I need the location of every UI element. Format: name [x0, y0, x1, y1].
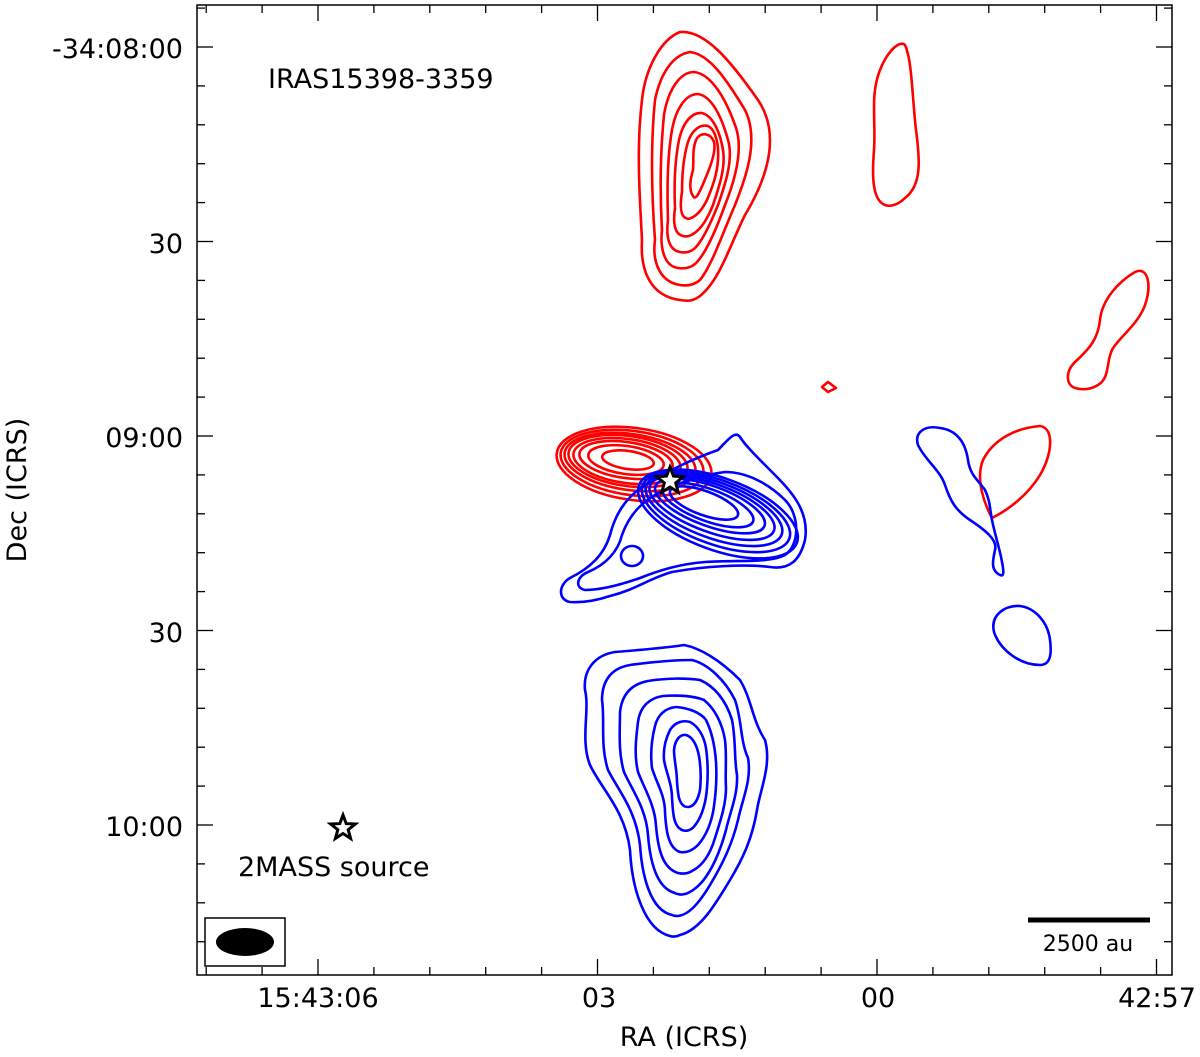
blue-contour — [668, 485, 740, 521]
blue-contour — [653, 477, 767, 535]
blue-contour — [992, 604, 1052, 667]
red-contours — [555, 30, 1150, 520]
blue-contour — [648, 474, 776, 542]
red-contour — [637, 30, 772, 303]
red-contour — [679, 124, 720, 221]
red-contour — [600, 449, 656, 471]
red-contour — [978, 424, 1052, 520]
blue-contour — [576, 470, 798, 592]
x-axis-label: RA (ICRS) — [620, 1022, 749, 1053]
blue-contour — [636, 468, 800, 560]
blue-contour — [915, 426, 1005, 577]
protostar-marker — [652, 462, 688, 496]
y-tick-label: 30 — [149, 229, 183, 260]
red-contour — [587, 443, 665, 477]
blue-contour — [644, 472, 784, 548]
blue-contour — [600, 658, 751, 918]
x-tick-label: 15:43:06 — [257, 983, 378, 1014]
y-tick-label: 30 — [149, 618, 183, 649]
beam-ellipse — [216, 928, 274, 956]
y-tick-label: 09:00 — [105, 423, 183, 454]
blue-contour — [618, 677, 739, 896]
red-contour — [666, 92, 732, 254]
blue-contour — [583, 643, 769, 938]
blue-contour — [619, 544, 645, 568]
scale-bar-label: 2500 au — [1043, 932, 1133, 957]
y-tick-label: 10:00 — [105, 812, 183, 843]
red-contour — [578, 439, 674, 481]
y-axis-label: Dec (ICRS) — [2, 418, 33, 563]
chart-title: IRAS15398-3359 — [268, 64, 494, 95]
red-contour — [650, 50, 753, 287]
tick-marks — [197, 5, 1172, 975]
red-contour — [689, 132, 716, 199]
x-tick-label: 03 — [582, 983, 616, 1014]
blue-contour — [649, 705, 718, 854]
blue-contour — [634, 694, 728, 875]
red-contour — [871, 42, 921, 208]
plot-frame — [196, 4, 1173, 976]
blue-contour — [672, 733, 702, 809]
red-contour — [659, 70, 741, 270]
star-icon — [326, 810, 360, 842]
x-tick-label: 42:57 — [1118, 983, 1196, 1014]
red-contour — [1066, 269, 1150, 391]
2mass-source-label: 2MASS source — [238, 852, 429, 883]
blue-contours — [559, 426, 1052, 938]
blue-contour — [662, 719, 709, 833]
red-contour — [672, 111, 725, 238]
2mass-source-marker — [326, 810, 360, 842]
star-icon — [652, 462, 688, 496]
red-contour — [820, 380, 838, 394]
blue-contour — [640, 470, 792, 554]
blue-contour — [559, 433, 808, 604]
x-tick-label: 00 — [861, 983, 895, 1014]
y-tick-label: -34:08:00 — [52, 34, 183, 65]
